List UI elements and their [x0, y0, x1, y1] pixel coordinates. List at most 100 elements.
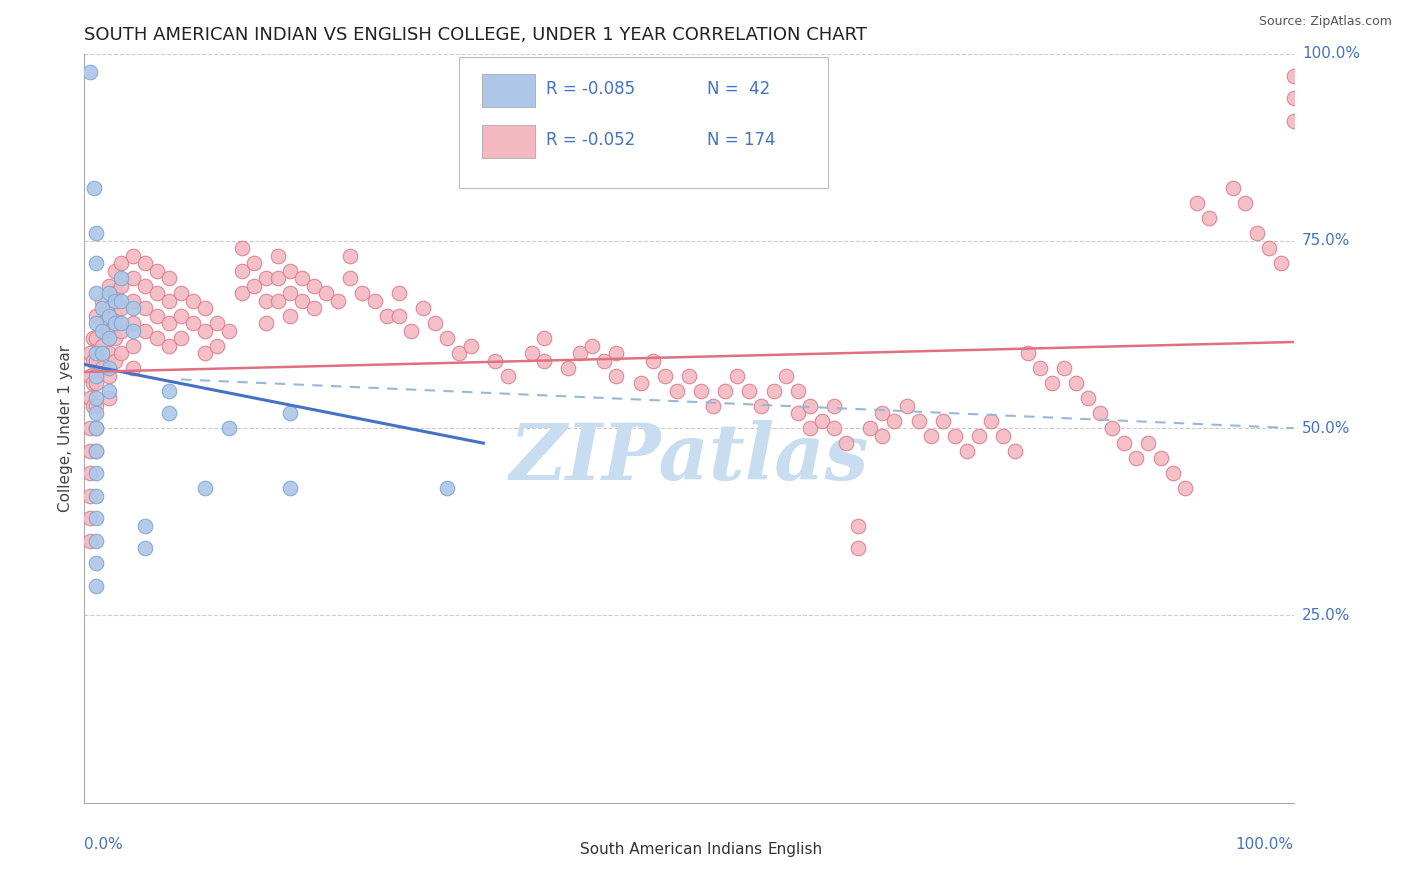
Text: 100.0%: 100.0% — [1302, 46, 1360, 61]
Point — [157, 406, 180, 420]
Point — [110, 293, 132, 308]
Point — [762, 384, 785, 398]
Point — [569, 346, 592, 360]
Point — [110, 278, 132, 293]
Point — [79, 421, 101, 435]
Point — [86, 466, 108, 480]
Point — [79, 489, 101, 503]
Point — [339, 271, 361, 285]
Point — [1270, 256, 1292, 270]
Point — [278, 406, 301, 420]
Point — [786, 384, 808, 398]
Point — [146, 331, 169, 345]
Point — [104, 316, 127, 330]
Text: South American Indians: South American Indians — [581, 842, 762, 856]
Point — [702, 399, 724, 413]
Point — [79, 533, 101, 548]
Point — [86, 376, 108, 391]
Point — [82, 331, 104, 345]
Point — [121, 339, 143, 353]
Point — [1282, 114, 1305, 128]
Point — [104, 293, 127, 308]
Point — [97, 391, 120, 405]
Point — [484, 353, 506, 368]
Point — [110, 316, 132, 330]
Point — [86, 443, 108, 458]
Point — [291, 293, 314, 308]
Point — [496, 368, 519, 383]
Point — [811, 414, 834, 428]
Point — [593, 353, 616, 368]
Point — [932, 414, 955, 428]
Point — [134, 301, 156, 316]
Point — [665, 384, 688, 398]
Point — [302, 278, 325, 293]
Point — [218, 421, 240, 435]
Point — [533, 353, 555, 368]
Point — [194, 324, 217, 338]
Point — [86, 556, 108, 570]
Point — [104, 331, 127, 345]
Point — [388, 286, 411, 301]
Point — [231, 286, 253, 301]
Point — [943, 428, 966, 442]
FancyBboxPatch shape — [460, 57, 828, 188]
Point — [278, 286, 301, 301]
Point — [194, 346, 217, 360]
Point — [86, 421, 108, 435]
Point — [104, 353, 127, 368]
Point — [1114, 436, 1136, 450]
Point — [605, 368, 627, 383]
Point — [86, 406, 108, 420]
Point — [97, 286, 120, 301]
Point — [97, 278, 120, 293]
Point — [83, 181, 105, 195]
Point — [872, 406, 894, 420]
Point — [1174, 481, 1197, 495]
Point — [86, 391, 108, 405]
Point — [339, 249, 361, 263]
Point — [1222, 181, 1244, 195]
Point — [896, 399, 918, 413]
Point — [302, 301, 325, 316]
Point — [97, 384, 120, 398]
Text: 50.0%: 50.0% — [1302, 421, 1350, 435]
Point — [104, 264, 127, 278]
Point — [146, 309, 169, 323]
Point — [79, 443, 101, 458]
Point — [134, 324, 156, 338]
Point — [97, 324, 120, 338]
Point — [86, 286, 108, 301]
Point — [278, 264, 301, 278]
Point — [121, 324, 143, 338]
Point — [207, 339, 229, 353]
Point — [436, 481, 458, 495]
Point — [751, 399, 773, 413]
Point — [678, 368, 700, 383]
Point — [799, 421, 821, 435]
Point — [110, 324, 132, 338]
Point — [242, 278, 264, 293]
Point — [557, 361, 579, 376]
Text: SOUTH AMERICAN INDIAN VS ENGLISH COLLEGE, UNDER 1 YEAR CORRELATION CHART: SOUTH AMERICAN INDIAN VS ENGLISH COLLEGE… — [84, 26, 868, 44]
Point — [82, 399, 104, 413]
Point — [967, 428, 990, 442]
Point — [97, 309, 120, 323]
Point — [267, 271, 290, 285]
Point — [388, 309, 411, 323]
Point — [460, 339, 482, 353]
Point — [1185, 196, 1208, 211]
Point — [738, 384, 761, 398]
Point — [436, 331, 458, 345]
Point — [1137, 436, 1160, 450]
Point — [846, 541, 869, 555]
Point — [82, 353, 104, 368]
Point — [980, 414, 1002, 428]
Point — [1077, 391, 1099, 405]
Point — [157, 271, 180, 285]
Point — [110, 256, 132, 270]
Point — [872, 428, 894, 442]
Text: Source: ZipAtlas.com: Source: ZipAtlas.com — [1258, 15, 1392, 29]
Point — [231, 264, 253, 278]
Point — [91, 301, 114, 316]
